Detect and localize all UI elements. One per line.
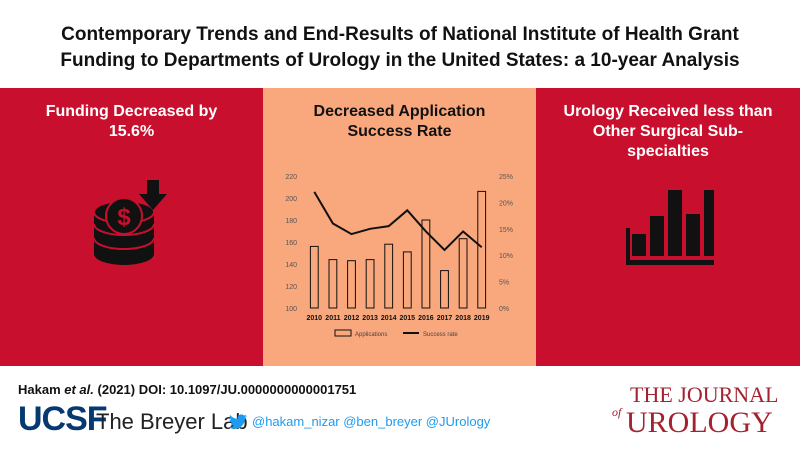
journal-of: of: [612, 405, 623, 419]
y-left-tick-label: 100: [285, 306, 297, 313]
applications-bar: [309, 245, 319, 309]
y-left-tick-label: 120: [285, 284, 297, 291]
comparison-title-line-3: specialties: [627, 143, 709, 160]
success-panel-title: Decreased Application Success Rate: [263, 102, 536, 142]
lab-name: The Breyer Lab: [96, 409, 248, 434]
page-title: Contemporary Trends and End-Results of N…: [0, 22, 800, 74]
legend-applications-label: Applications: [355, 332, 387, 338]
citation: Hakam et al. (2021) DOI: 10.1097/JU.0000…: [18, 382, 356, 397]
applications-bar: [440, 270, 449, 309]
y-left-tick-label: 200: [285, 196, 297, 203]
applications-bar: [477, 190, 487, 309]
applications-bar: [421, 219, 431, 309]
bar-chart-icon: [626, 190, 714, 265]
y-left-tick-label: 220: [285, 174, 297, 181]
x-tick-label: 2016: [418, 315, 434, 322]
y-right-tick-label: 15%: [499, 227, 513, 234]
funding-title-line-2: 15.6%: [108, 123, 155, 140]
y-left-tick-label: 160: [285, 240, 297, 247]
x-tick-label: 2011: [325, 315, 340, 322]
applications-chart: 100 120 140 160 180 200 220 0% 5% 10% 15% 20% 25% 201…: [285, 174, 513, 338]
twitter-handles[interactable]: @hakam_nizar @ben_breyer @JUrology: [252, 414, 491, 429]
success-title-line-1: Decreased Application: [313, 103, 486, 120]
x-tick-label: 2015: [400, 315, 416, 322]
journal-logo: THE JOURNAL of UROLOGY: [612, 382, 779, 436]
comparison-panel-title: Urology Received less than Other Surgica…: [536, 102, 800, 162]
funding-panel: Funding Decreased by 15.6% $: [0, 88, 263, 366]
citation-author: Hakam: [18, 382, 61, 397]
x-tick-label: 2018: [455, 315, 471, 322]
comparison-title-line-1: Urology Received less than: [563, 103, 773, 120]
applications-bar: [384, 243, 394, 309]
twitter-icon: [228, 414, 247, 429]
journal-urology: UROLOGY: [626, 406, 773, 436]
y-right-tick-label: 5%: [499, 280, 509, 287]
x-tick-label: 2012: [344, 315, 360, 322]
legend-applications-swatch: [334, 329, 352, 337]
applications-bar: [328, 259, 338, 309]
success-rate-panel: Decreased Application Success Rate 100 12…: [263, 88, 536, 366]
x-tick-label: 2017: [437, 315, 453, 322]
y-right-tick-label: 0%: [499, 306, 509, 313]
money-stack-down-icon: $: [93, 180, 167, 265]
y-right-tick-label: 10%: [499, 253, 513, 260]
applications-bar: [458, 238, 468, 309]
x-tick-label: 2019: [474, 315, 490, 322]
x-tick-label: 2013: [362, 315, 378, 322]
citation-etal: et al.: [64, 382, 94, 397]
success-rate-line: [313, 191, 483, 252]
journal-the: THE JOURNAL: [630, 382, 779, 407]
svg-text:$: $: [117, 204, 131, 231]
x-tick-label: 2010: [307, 315, 323, 322]
citation-doi[interactable]: (2021) DOI: 10.1097/JU.0000000000001751: [97, 382, 357, 397]
comparison-title-line-2: Other Surgical Sub-: [592, 123, 744, 140]
title-line-2: Funding to Departments of Urology in the…: [60, 50, 740, 71]
surgical-comparison-panel: Urology Received less than Other Surgica…: [536, 88, 800, 366]
ucsf-logo: UCSF: [18, 400, 108, 438]
title-line-1: Contemporary Trends and End-Results of N…: [61, 24, 739, 45]
y-right-tick-label: 25%: [499, 174, 513, 181]
x-tick-label: 2014: [381, 315, 397, 322]
funding-panel-title: Funding Decreased by 15.6%: [0, 102, 263, 142]
success-title-line-2: Success Rate: [347, 123, 452, 140]
applications-bar: [347, 260, 356, 309]
funding-title-line-1: Funding Decreased by: [45, 103, 218, 120]
y-left-tick-label: 180: [285, 218, 297, 225]
legend-success-label: Success rate: [423, 332, 458, 338]
y-right-tick-label: 20%: [499, 200, 513, 207]
applications-bar: [365, 259, 375, 309]
applications-bar: [402, 251, 412, 309]
y-left-tick-label: 140: [285, 262, 297, 269]
